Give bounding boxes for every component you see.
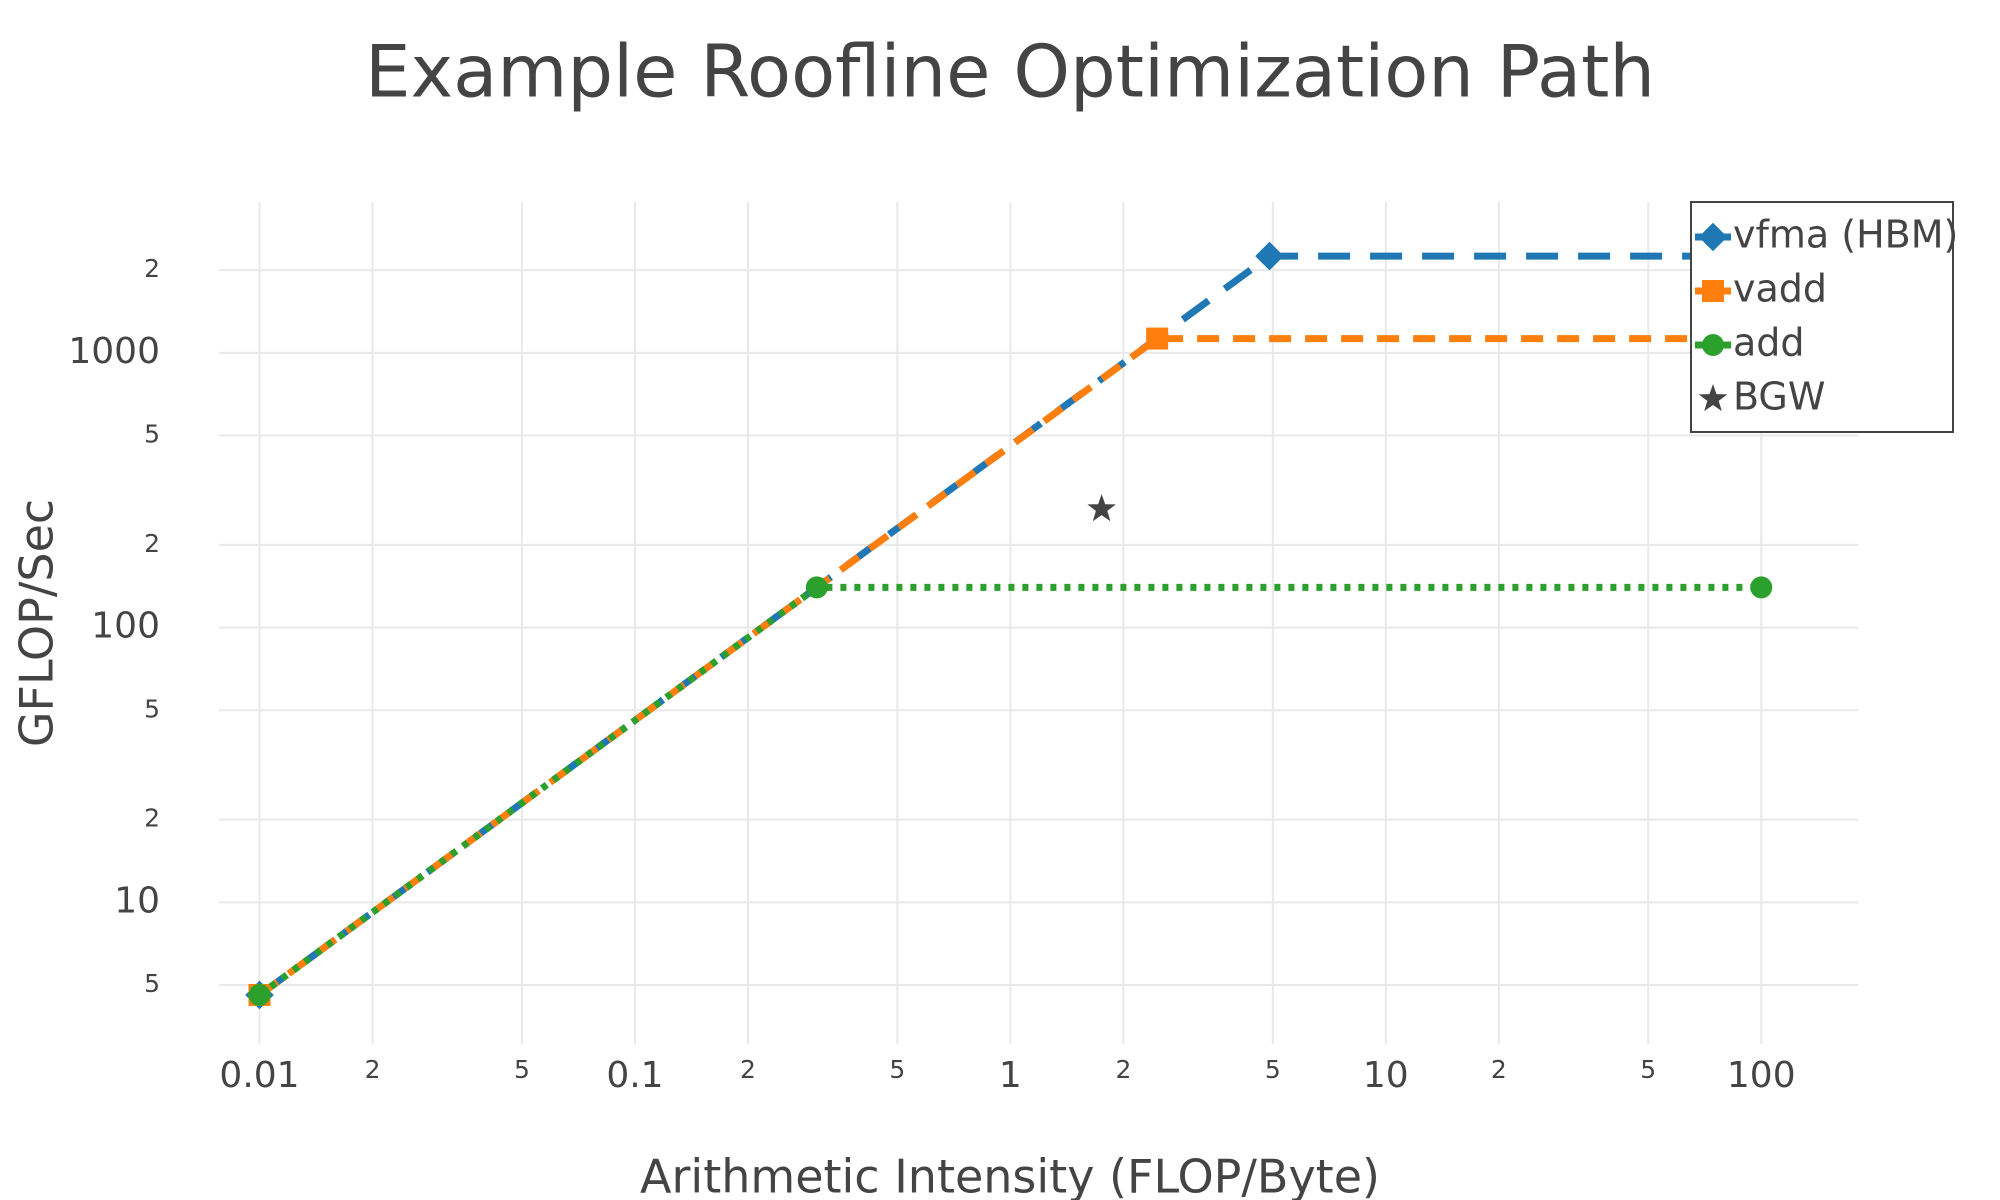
x-tick-label: 10 <box>1363 1055 1409 1096</box>
legend-marker <box>1702 280 1724 302</box>
x-axis-title: Arithmetic Intensity (FLOP/Byte) <box>640 1150 1380 1200</box>
x-tick-label: 2 <box>740 1055 756 1084</box>
legend-label: vfma (HBM) <box>1733 213 1958 257</box>
x-tick-label: 5 <box>514 1055 530 1084</box>
x-tick-label: 5 <box>1265 1055 1281 1084</box>
x-tick-label: 0.01 <box>219 1055 299 1096</box>
legend-label: vadd <box>1733 267 1827 311</box>
y-tick-label: 100 <box>91 606 160 647</box>
marker <box>805 576 828 599</box>
legend-marker <box>1698 222 1728 252</box>
x-tick-label: 100 <box>1727 1055 1796 1096</box>
y-tick-label: 10 <box>114 880 160 921</box>
legend: vfma (HBM) vadd add BGW <box>1690 201 1958 433</box>
y-tick-label: 5 <box>144 969 160 998</box>
x-tick-label: 0.1 <box>606 1055 663 1096</box>
y-tick-label: 5 <box>144 420 160 449</box>
y-tick-label: 5 <box>144 694 160 723</box>
legend-label: BGW <box>1733 375 1825 419</box>
y-tick-label: 2 <box>144 804 160 833</box>
series-line <box>257 335 1762 998</box>
x-tick-label: 1 <box>999 1055 1022 1096</box>
x-tick-label: 5 <box>889 1055 905 1084</box>
legend-box <box>1690 201 1954 433</box>
x-tick-label: 2 <box>1491 1055 1507 1084</box>
marker <box>1255 241 1284 271</box>
marker <box>248 983 271 1006</box>
marker <box>1146 327 1169 350</box>
y-tick-label: 2 <box>144 254 160 283</box>
y-tick-label: 1000 <box>68 331 160 372</box>
plot-area <box>245 241 1776 1010</box>
x-tick-label: 5 <box>1640 1055 1656 1084</box>
legend-marker <box>1698 384 1728 412</box>
x-tick-label: 2 <box>1115 1055 1131 1084</box>
legend-label: add <box>1733 321 1805 365</box>
marker <box>1087 494 1116 522</box>
x-tick-label: 2 <box>365 1055 381 1084</box>
marker <box>1750 576 1773 599</box>
y-axis-title: GFLOP/Sec <box>10 499 64 747</box>
chart-title: Example Roofline Optimization Path <box>365 30 1655 114</box>
y-tick-label: 2 <box>144 529 160 558</box>
legend-marker <box>1702 334 1724 356</box>
